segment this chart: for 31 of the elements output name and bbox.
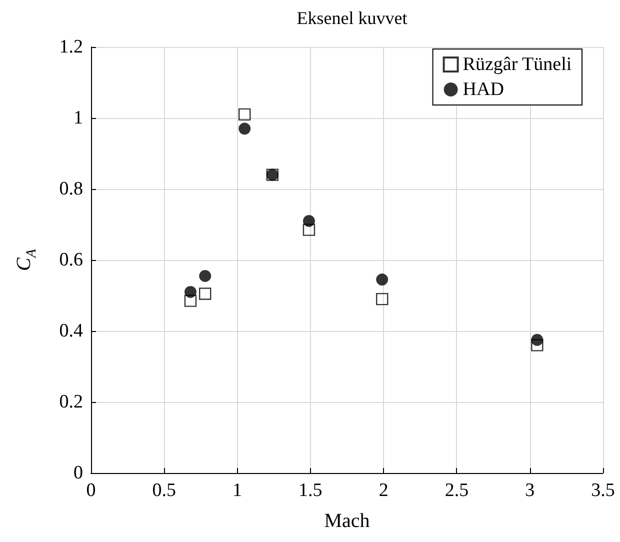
x-tick-label: 0.5 [152,480,176,501]
point [376,292,388,306]
legend-label: HAD [462,79,504,100]
y-tick-label: 0 [74,462,83,484]
y-axis-title: CA [13,248,40,271]
y-tick-label: 0.6 [59,250,83,270]
x-tick-label: 2.5 [444,480,469,501]
point [376,274,388,286]
y-tick-label: 1.2 [59,36,83,58]
x-tick-label: 3 [525,480,535,501]
x-axis-title: Mach [324,510,370,532]
x-tick-label: 2 [378,480,388,501]
point [184,294,197,307]
y-tick-label: 0.8 [59,178,83,200]
x-tick-label: 3.5 [591,480,615,501]
chart-title: Eksenel kuvvet [296,8,408,28]
legend-label: Rüzgâr Tüneli [462,54,572,75]
x-tick-label: 1.5 [298,480,322,501]
y-tick-label: 1 [74,108,83,128]
point [238,108,251,121]
point [531,334,544,346]
point [302,214,315,227]
point [531,339,544,352]
x-tick-label: 1 [232,480,242,501]
point [199,270,212,282]
point [184,286,196,298]
point [199,288,212,300]
y-tick-label: 0.4 [59,320,84,342]
y-tick-label: 0.2 [59,392,83,412]
point [238,122,251,135]
point [302,224,316,236]
